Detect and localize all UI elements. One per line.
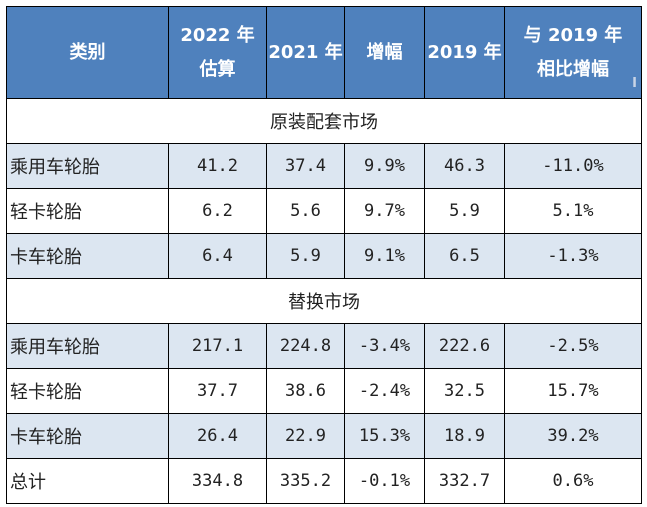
section-title: 替换市场	[6, 278, 642, 324]
total-row: 总计 334.8 335.2 -0.1% 332.7 0.6%	[6, 458, 642, 504]
cell-growth: 9.7%	[344, 188, 425, 234]
section-title: 原装配套市场	[6, 98, 642, 144]
header-category: 类别	[6, 6, 169, 99]
cell-growth-vs-2019: 39.2%	[504, 413, 642, 459]
cell-category: 轻卡轮胎	[6, 368, 169, 414]
cell-category: 卡车轮胎	[6, 413, 169, 459]
cell-val-2021: 22.9	[266, 413, 345, 459]
cell-est-2022: 217.1	[168, 323, 267, 369]
header-growth-vs-2019: 与 2019 年 相比增幅 I	[504, 6, 642, 99]
cell-val-2019: 5.9	[424, 188, 505, 234]
cell-category: 乘用车轮胎	[6, 323, 169, 369]
cell-growth-vs-2019: -11.0%	[504, 143, 642, 189]
header-2022-estimate: 2022 年 估算	[168, 6, 267, 99]
section-row: 原装配套市场	[6, 98, 642, 144]
cell-growth: -3.4%	[344, 323, 425, 369]
cell-growth: -0.1%	[344, 458, 425, 504]
cell-growth-vs-2019: -2.5%	[504, 323, 642, 369]
cell-val-2019: 222.6	[424, 323, 505, 369]
header-2021: 2021 年	[266, 6, 345, 99]
section-row: 替换市场	[6, 278, 642, 324]
cell-val-2019: 46.3	[424, 143, 505, 189]
cell-val-2019: 332.7	[424, 458, 505, 504]
header-growth-vs-2019-label: 与 2019 年 相比增幅	[523, 24, 623, 80]
cell-growth-vs-2019: 15.7%	[504, 368, 642, 414]
cell-growth: 9.1%	[344, 233, 425, 279]
table-row: 乘用车轮胎 41.2 37.4 9.9% 46.3 -11.0%	[6, 143, 642, 189]
table-row: 乘用车轮胎 217.1 224.8 -3.4% 222.6 -2.5%	[6, 323, 642, 369]
cell-category: 乘用车轮胎	[6, 143, 169, 189]
cell-val-2021: 5.9	[266, 233, 345, 279]
table-header: 类别 2022 年 估算 2021 年 增幅 2019 年 与 2019 年 相…	[6, 6, 642, 99]
cell-val-2021: 5.6	[266, 188, 345, 234]
table-container: 类别 2022 年 估算 2021 年 增幅 2019 年 与 2019 年 相…	[6, 6, 642, 504]
header-row: 类别 2022 年 估算 2021 年 增幅 2019 年 与 2019 年 相…	[6, 6, 642, 99]
tire-market-table: 类别 2022 年 估算 2021 年 增幅 2019 年 与 2019 年 相…	[6, 6, 642, 504]
cell-val-2021: 224.8	[266, 323, 345, 369]
cell-est-2022: 41.2	[168, 143, 267, 189]
header-growth: 增幅	[344, 6, 425, 99]
cell-category: 卡车轮胎	[6, 233, 169, 279]
cell-category: 总计	[6, 458, 169, 504]
cell-val-2021: 37.4	[266, 143, 345, 189]
cell-val-2019: 32.5	[424, 368, 505, 414]
table-row: 轻卡轮胎 6.2 5.6 9.7% 5.9 5.1%	[6, 188, 642, 234]
cell-val-2021: 335.2	[266, 458, 345, 504]
cell-est-2022: 6.4	[168, 233, 267, 279]
table-row: 轻卡轮胎 37.7 38.6 -2.4% 32.5 15.7%	[6, 368, 642, 414]
cell-val-2019: 6.5	[424, 233, 505, 279]
cell-val-2019: 18.9	[424, 413, 505, 459]
cell-est-2022: 26.4	[168, 413, 267, 459]
table-row: 卡车轮胎 6.4 5.9 9.1% 6.5 -1.3%	[6, 233, 642, 279]
cell-growth: 9.9%	[344, 143, 425, 189]
cell-est-2022: 6.2	[168, 188, 267, 234]
cell-growth-vs-2019: -1.3%	[504, 233, 642, 279]
cell-growth: 15.3%	[344, 413, 425, 459]
cell-growth: -2.4%	[344, 368, 425, 414]
cell-est-2022: 334.8	[168, 458, 267, 504]
text-cursor-icon: I	[632, 76, 637, 91]
cell-est-2022: 37.7	[168, 368, 267, 414]
table-body: 原装配套市场 乘用车轮胎 41.2 37.4 9.9% 46.3 -11.0% 轻卡轮胎 6.2…	[6, 98, 642, 504]
cell-growth-vs-2019: 0.6%	[504, 458, 642, 504]
cell-growth-vs-2019: 5.1%	[504, 188, 642, 234]
cell-category: 轻卡轮胎	[6, 188, 169, 234]
cell-val-2021: 38.6	[266, 368, 345, 414]
header-2019: 2019 年	[424, 6, 505, 99]
table-row: 卡车轮胎 26.4 22.9 15.3% 18.9 39.2%	[6, 413, 642, 459]
